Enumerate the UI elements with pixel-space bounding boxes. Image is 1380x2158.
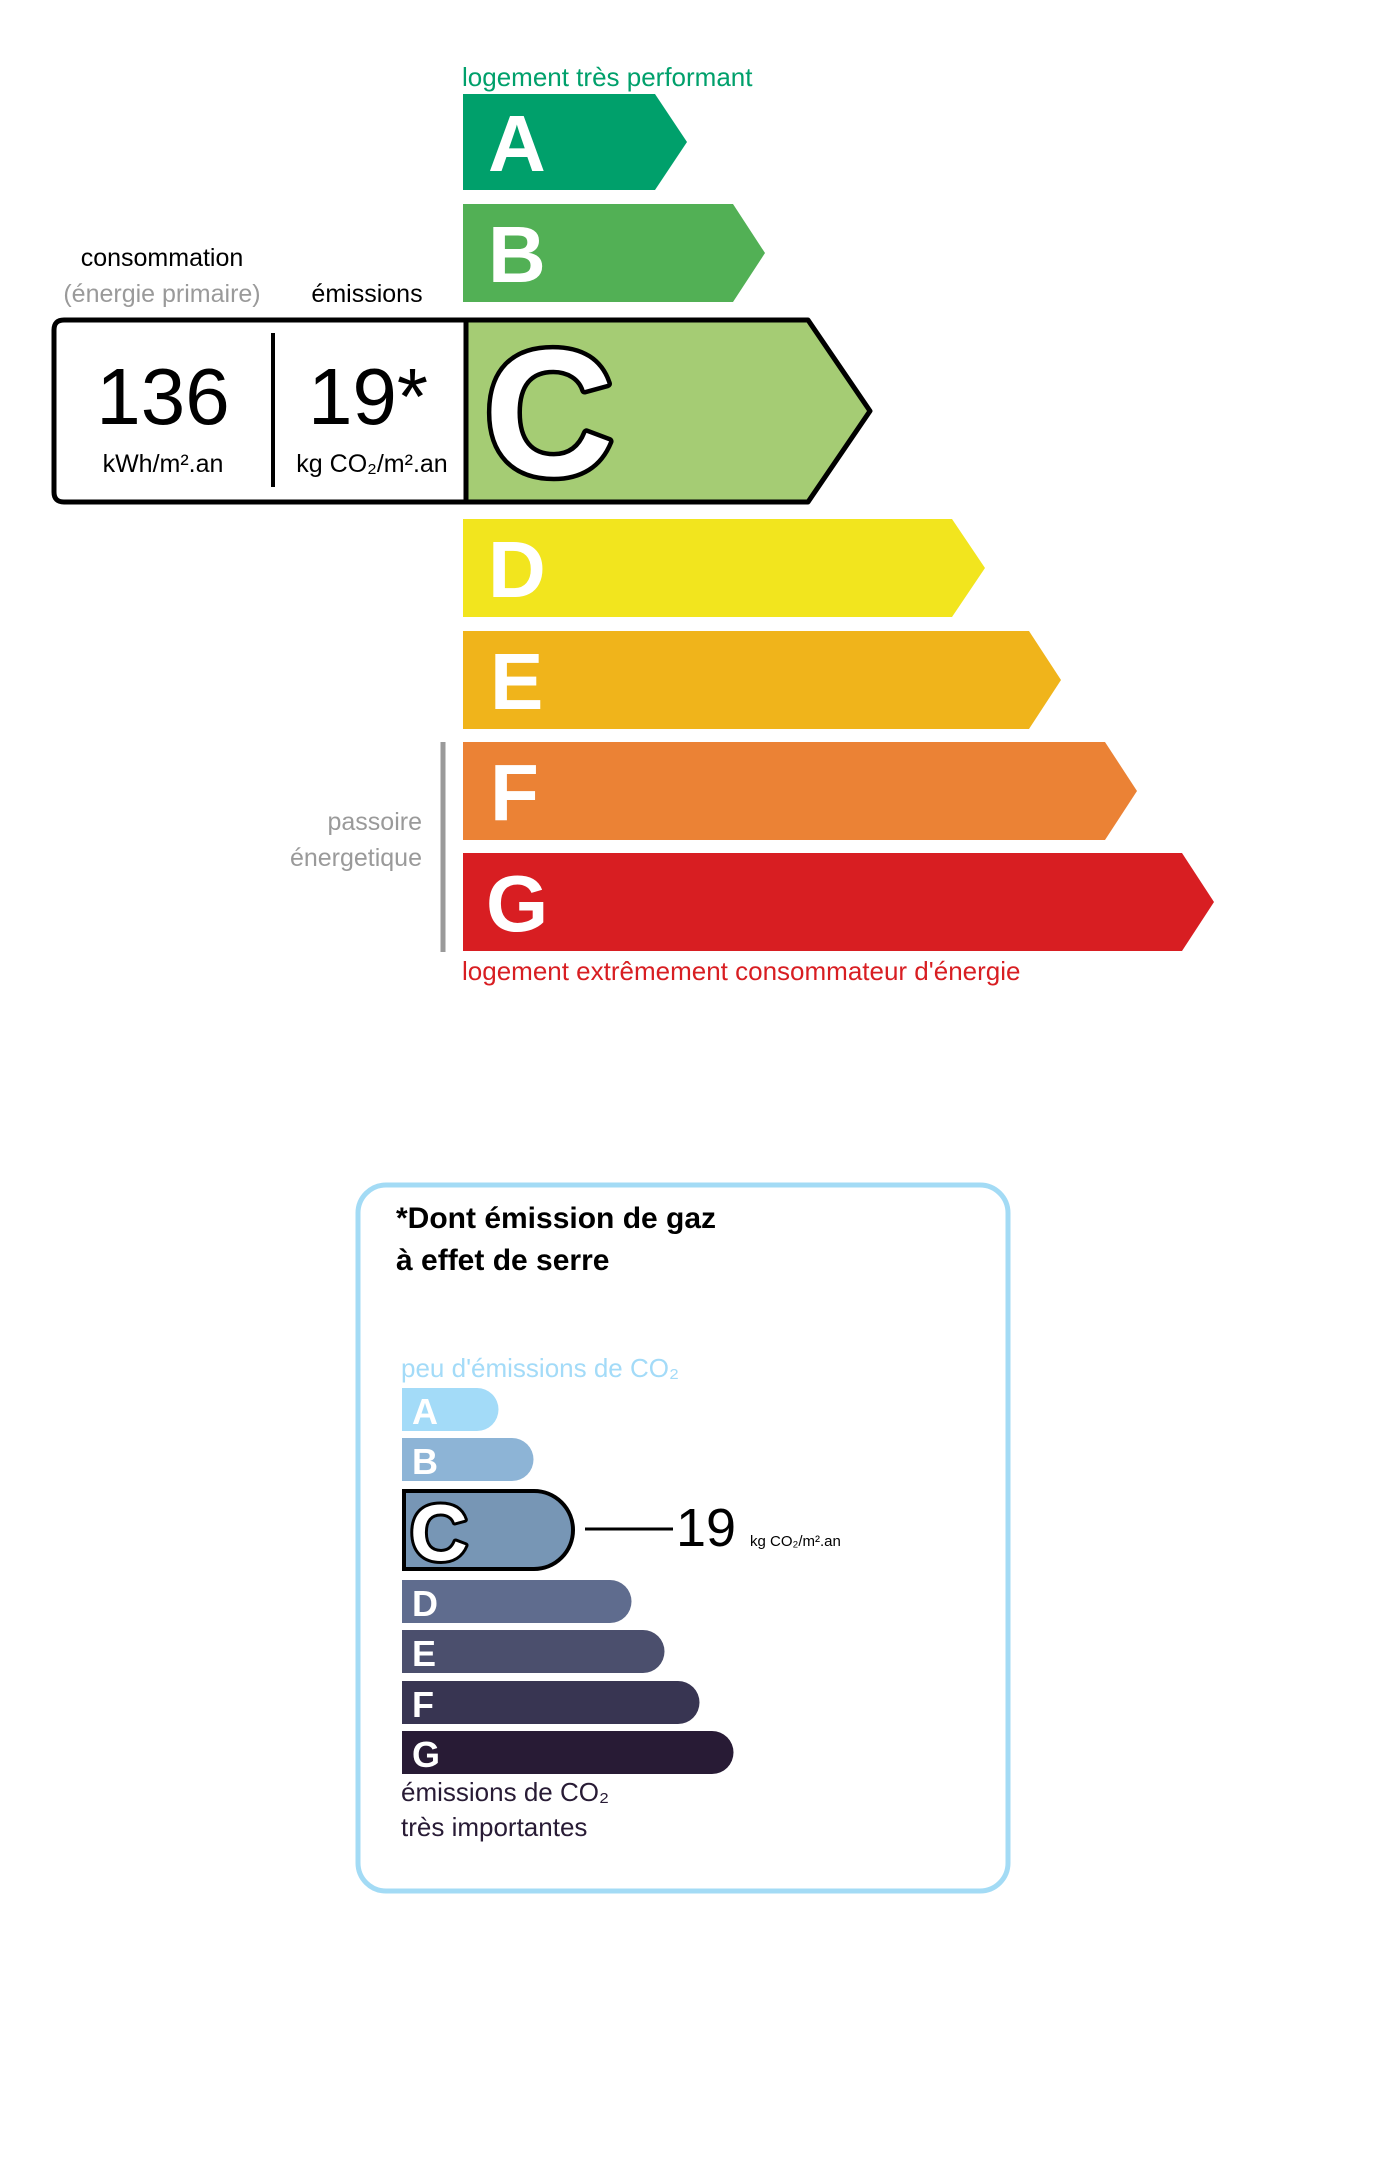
- ghg-bar-g: [402, 1731, 734, 1774]
- energy-class-e: E: [463, 631, 1061, 729]
- energy-bar-f: [463, 742, 1137, 840]
- ghg-value: 19: [676, 1498, 736, 1558]
- energy-letter-f: F: [490, 748, 539, 837]
- ghg-bar-b: [402, 1438, 534, 1481]
- consumption-sublabel: (énergie primaire): [63, 280, 260, 308]
- energy-top-label: logement très performant: [462, 62, 753, 92]
- energy-letter-d: D: [488, 525, 546, 614]
- emissions-unit: kg CO₂/m².an: [296, 450, 447, 478]
- ghg-bar-e: [402, 1630, 665, 1673]
- energy-bottom-label: logement extrêmement consommateur d'éner…: [462, 956, 1020, 986]
- ghg-unit: kg CO₂/m².an: [750, 1533, 841, 1550]
- energy-value-box: [51, 317, 469, 505]
- ghg-bar-f: [402, 1681, 700, 1724]
- emissions-label: émissions: [311, 280, 422, 308]
- energy-letter-a: A: [488, 99, 546, 188]
- ghg-title-line1: *Dont émission de gaz: [396, 1202, 716, 1235]
- ghg-letter-g: G: [412, 1734, 440, 1775]
- ghg-bar-d: [402, 1580, 632, 1623]
- ghg-class-d: D: [402, 1580, 632, 1624]
- energy-bar-b: [463, 204, 765, 302]
- energy-current-class-box: C 136 kWh/m².an 19* kg CO₂/m².an: [51, 309, 873, 519]
- ghg-top-label: peu d'émissions de CO₂: [401, 1353, 679, 1383]
- consumption-value: 136: [96, 352, 229, 441]
- ghg-letter-c: C: [410, 1488, 468, 1577]
- energy-bar-c: [463, 317, 873, 505]
- ghg-class-g: G: [402, 1731, 734, 1775]
- passoire-label-line1: passoire: [328, 808, 423, 836]
- ghg-class-c: C: [402, 1485, 575, 1580]
- energy-bar-d: [463, 519, 985, 617]
- ghg-bottom-label-line2: très importantes: [401, 1812, 587, 1842]
- energy-bar-g: [463, 853, 1214, 951]
- energy-class-g: G: [463, 853, 1214, 951]
- energy-letter-c: C: [484, 313, 614, 514]
- ghg-class-a: A: [402, 1387, 499, 1432]
- energy-letter-b: B: [488, 210, 546, 299]
- consumption-label: consommation: [81, 244, 244, 272]
- ghg-bottom-label-line1: émissions de CO₂: [401, 1777, 609, 1807]
- energy-letter-g: G: [486, 859, 548, 948]
- ghg-class-e: E: [402, 1630, 665, 1674]
- energy-class-a: A: [463, 94, 687, 190]
- ghg-title-line2: à effet de serre: [396, 1244, 609, 1277]
- ghg-class-f: F: [402, 1681, 700, 1725]
- ghg-bar-a: [402, 1387, 499, 1431]
- passoire-label-line2: énergetique: [290, 844, 422, 872]
- ghg-letter-d: D: [412, 1583, 438, 1624]
- energy-class-f: F: [463, 742, 1137, 840]
- ghg-letter-e: E: [412, 1633, 436, 1674]
- emissions-value: 19*: [308, 352, 428, 441]
- energy-bar-e: [463, 631, 1061, 729]
- ghg-letter-a: A: [412, 1391, 438, 1432]
- energy-class-d: D: [463, 519, 985, 617]
- energy-letter-e: E: [490, 637, 543, 726]
- ghg-class-b: B: [402, 1438, 534, 1482]
- ghg-letter-f: F: [412, 1684, 434, 1725]
- consumption-unit: kWh/m².an: [103, 450, 224, 478]
- energy-bar-a: [463, 94, 687, 190]
- energy-class-b: B: [463, 204, 765, 302]
- ghg-letter-b: B: [412, 1441, 438, 1482]
- ghg-bar-c: [402, 1489, 575, 1571]
